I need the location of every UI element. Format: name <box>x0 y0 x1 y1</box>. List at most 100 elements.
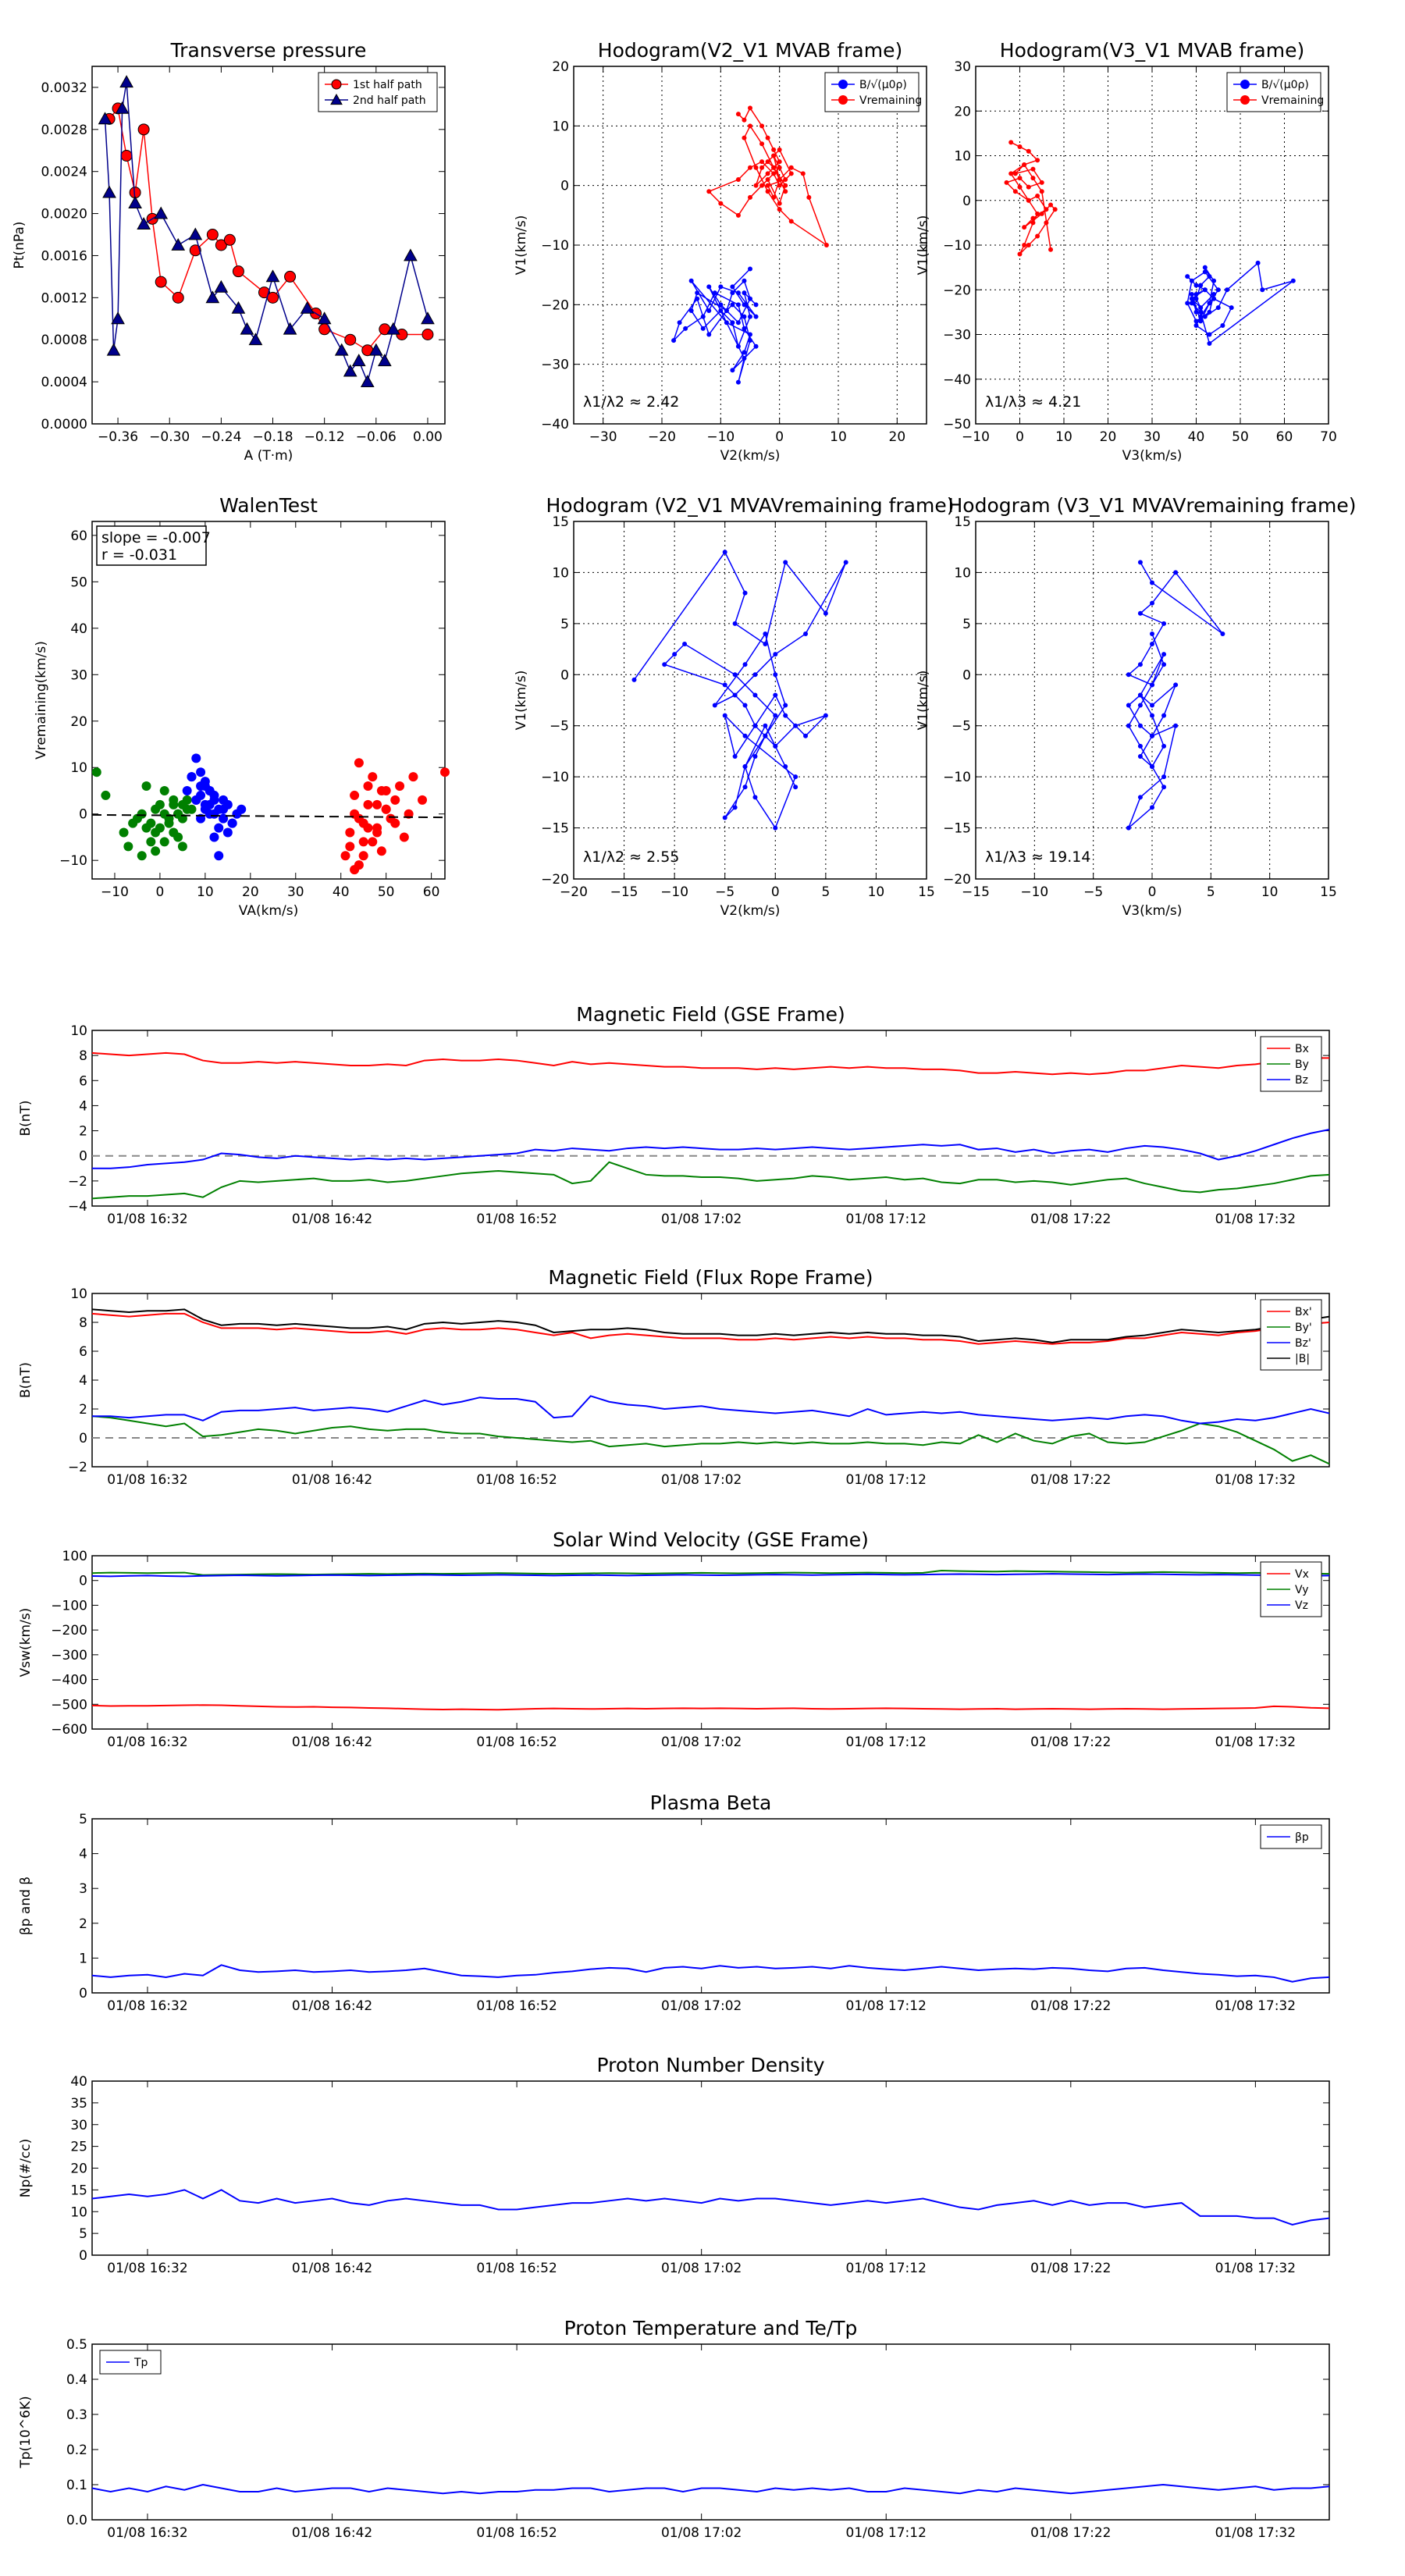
data-point <box>111 311 125 325</box>
data-point <box>783 764 788 770</box>
x-tick-label: 01/08 17:12 <box>846 1472 927 1488</box>
data-point <box>732 672 738 678</box>
data-point <box>1193 318 1199 324</box>
series-line <box>91 1573 1330 1578</box>
legend: Vx Vy Vz <box>1260 1561 1322 1617</box>
x-tick-label: 15 <box>918 884 935 900</box>
y-tick-label: 6 <box>79 1344 87 1360</box>
y-tick-label: −40 <box>943 372 971 388</box>
data-point <box>682 642 688 647</box>
data-point <box>1030 166 1036 172</box>
legend-label: Bx' <box>1295 1306 1312 1318</box>
data-point <box>1189 278 1194 283</box>
data-point <box>1161 662 1167 667</box>
data-point <box>753 343 759 349</box>
data-point <box>404 809 414 819</box>
plot-frame <box>91 1818 1330 1994</box>
data-point <box>1150 580 1154 585</box>
legend: Tp <box>99 2350 162 2375</box>
data-point <box>742 117 747 123</box>
data-point <box>1039 189 1044 194</box>
data-point <box>838 80 848 89</box>
data-point <box>753 314 759 319</box>
legend-label: |B| <box>1295 1353 1310 1365</box>
legend-label: B/√(μ0ρ) <box>1261 79 1309 91</box>
plot-frame <box>91 2080 1330 2256</box>
data-point <box>823 243 829 247</box>
legend: B/√(μ0ρ) Vremaining <box>1226 72 1324 112</box>
data-point <box>1150 713 1154 718</box>
x-tick-label: 01/08 17:32 <box>1215 2525 1296 2541</box>
data-point <box>765 171 770 176</box>
y-tick-label: 20 <box>70 714 87 730</box>
y-tick-label: 10 <box>552 565 569 581</box>
data-point <box>350 865 360 875</box>
series-line <box>91 1308 1330 1343</box>
data-point <box>783 189 788 194</box>
data-point <box>1207 340 1212 346</box>
chart-walen: −10 0 10 20 30 40 50 60 −10 0 10 20 30 40 50 60 WalenTes… <box>34 494 450 919</box>
legend-label: Bz <box>1295 1074 1308 1087</box>
y-tick-label: 0 <box>962 194 971 209</box>
data-point <box>377 354 392 367</box>
data-point <box>159 837 169 847</box>
data-point <box>1189 301 1194 306</box>
data-point <box>331 79 342 90</box>
data-point <box>724 308 729 313</box>
data-point <box>765 177 770 183</box>
x-tick-label: −5 <box>1083 884 1103 900</box>
data-point <box>777 177 782 183</box>
data-point <box>724 320 729 326</box>
x-axis-label: V2(km/s) <box>720 903 781 919</box>
x-tick-label: 15 <box>1320 884 1337 900</box>
y-tick-label: 0.0 <box>66 2513 87 2528</box>
data-point <box>119 827 129 838</box>
y-tick-label: 10 <box>70 1023 87 1039</box>
data-point <box>1161 713 1167 718</box>
x-tick-label: 0 <box>156 884 165 900</box>
data-point <box>803 733 809 738</box>
y-tick-label: −200 <box>51 1623 87 1638</box>
data-point <box>806 194 812 200</box>
data-point <box>1211 278 1217 283</box>
data-point <box>395 781 405 792</box>
y-tick-label: 10 <box>70 2204 87 2220</box>
legend-label: B/√(μ0ρ) <box>859 79 907 91</box>
data-point <box>742 662 748 667</box>
data-point <box>189 244 201 257</box>
y-tick-label: 0 <box>560 179 569 194</box>
data-point <box>730 368 735 373</box>
chart-title: Magnetic Field (GSE Frame) <box>576 1003 845 1026</box>
data-point <box>1198 314 1204 319</box>
x-tick-label: −0.30 <box>149 429 190 445</box>
data-point <box>777 201 782 206</box>
data-point <box>1173 723 1179 728</box>
data-point <box>765 159 770 165</box>
data-point <box>706 308 712 313</box>
x-tick-label: 01/08 17:22 <box>1030 1212 1111 1227</box>
series-line <box>91 1704 1330 1711</box>
data-point <box>771 171 777 176</box>
data-point <box>783 560 788 565</box>
data-point <box>1173 570 1179 575</box>
data-point <box>748 123 752 129</box>
data-point <box>688 278 694 283</box>
y-tick-label: −500 <box>51 1697 87 1713</box>
y-tick-label: 4 <box>79 1847 87 1863</box>
data-point <box>351 354 366 367</box>
x-tick-label: 0 <box>775 429 784 445</box>
data-point <box>753 302 759 308</box>
y-tick-label: 0 <box>560 667 569 683</box>
data-point <box>1126 723 1131 728</box>
data-point <box>748 194 752 200</box>
x-tick-label: 01/08 16:32 <box>107 1472 187 1488</box>
legend-label: Vy <box>1295 1584 1309 1596</box>
data-point <box>1126 672 1131 678</box>
x-tick-label: 70 <box>1320 429 1337 445</box>
legend-label: By' <box>1295 1322 1312 1334</box>
y-tick-label: 0 <box>79 807 87 823</box>
x-tick-label: 01/08 16:52 <box>476 2525 557 2541</box>
data-point <box>1225 287 1230 293</box>
data-point <box>695 296 700 301</box>
data-point <box>763 723 768 728</box>
